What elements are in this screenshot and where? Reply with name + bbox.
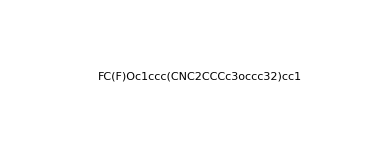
Text: FC(F)Oc1ccc(CNC2CCCc3occc32)cc1: FC(F)Oc1ccc(CNC2CCCc3occc32)cc1 [98,72,303,82]
